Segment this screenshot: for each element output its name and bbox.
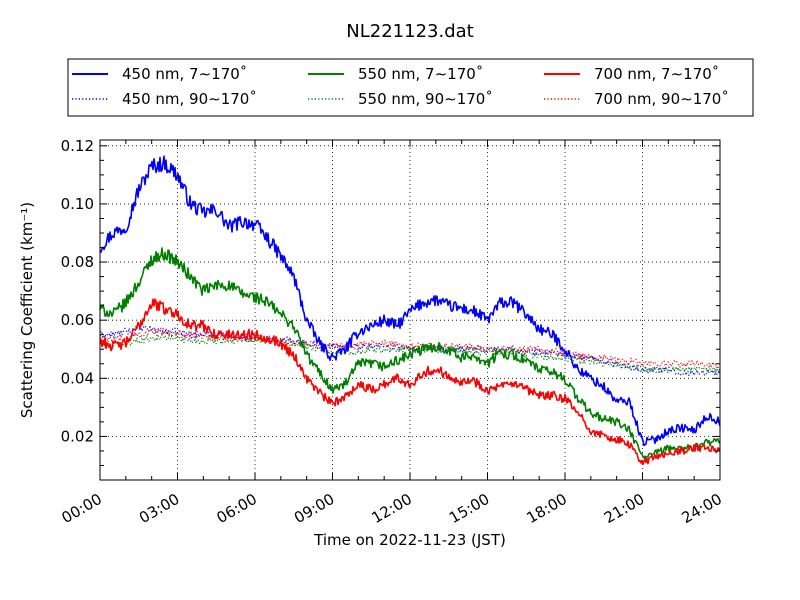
legend-box [67, 58, 754, 117]
x-tick-label: 18:00 [524, 490, 570, 527]
y-tick-label: 0.12 [61, 137, 94, 155]
legend-label-700-nm: 700 nm, 90∼170˚ [594, 90, 729, 108]
y-axis-label: Scattering Coefficient (km⁻¹) [18, 202, 36, 418]
series-line-450-nm-backscatter [99, 324, 721, 377]
series-line-450-nm-total [99, 155, 721, 447]
x-tick-label: 00:00 [59, 490, 105, 527]
legend-label-550-nm: 550 nm, 90∼170˚ [358, 90, 493, 108]
series-line-550-nm-total [99, 247, 721, 459]
plot-grid [100, 140, 720, 480]
x-tick-label: 12:00 [369, 490, 415, 527]
x-tick-label: 24:00 [679, 490, 725, 527]
y-tick-label: 0.04 [61, 369, 94, 387]
legend-label-550-nm: 550 nm, 7∼170˚ [358, 65, 483, 83]
legend: 450 nm, 7∼170˚ 450 nm, 90∼170˚ 550 nm, 7∼1… [67, 58, 754, 117]
y-tick-label: 0.02 [61, 427, 94, 445]
legend-label-450-nm: 450 nm, 90∼170˚ [122, 90, 257, 108]
x-tick-label: 03:00 [136, 490, 182, 527]
y-tick-label: 0.06 [61, 311, 94, 329]
x-tick-label: 15:00 [446, 490, 492, 527]
x-tick-label: 06:00 [214, 490, 260, 527]
x-tick-label: 21:00 [601, 490, 647, 527]
series-line-700-nm-backscatter [99, 327, 721, 370]
plot-series [99, 155, 721, 466]
y-tick-label: 0.10 [61, 195, 94, 213]
chart-title: NL221123.dat [346, 21, 473, 42]
y-tick-label: 0.08 [61, 253, 94, 271]
legend-label-700-nm: 700 nm, 7∼170˚ [594, 65, 719, 83]
axis-ticks: 00:00 03:00 06:00 09:00 12:00 15:00 18:00 21:00… [59, 137, 725, 527]
legend-label-450-nm: 450 nm, 7∼170˚ [122, 65, 247, 83]
x-axis-label: Time on 2022-11-23 (JST) [313, 531, 506, 549]
x-tick-label: 09:00 [291, 490, 337, 527]
series-line-700-nm-total [99, 298, 721, 466]
